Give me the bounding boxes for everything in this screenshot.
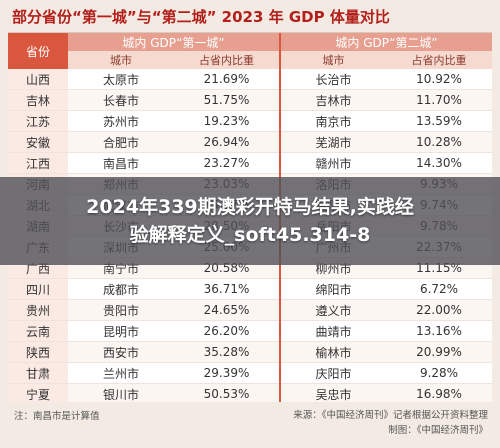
second-city-group-header: 城内 GDP“第二城” xyxy=(280,33,492,51)
banner-line-1: 2024年339期澳彩开特马结果,实践经 xyxy=(86,196,414,218)
province-cell: 吉林 xyxy=(8,89,68,111)
title-bar: 部分省份“第一城”与“第二城” 2023 年 GDP 体量对比 xyxy=(0,0,500,32)
second-city-cell: 吉林市 xyxy=(280,89,386,111)
first-city-cell: 合肥市 xyxy=(68,131,174,153)
first-city-share-cell: 26.94% xyxy=(174,131,281,153)
second-city-share-cell: 16.98% xyxy=(386,383,492,403)
source-block: 来源：《中国经济周刊》记者根据公开资料整理 制图：《中国经济周刊》 xyxy=(293,408,488,438)
province-cell: 陕西 xyxy=(8,341,68,363)
first-city-share-cell: 36.71% xyxy=(174,278,281,300)
first-city-cell: 昆明市 xyxy=(68,320,174,342)
province-cell: 贵州 xyxy=(8,299,68,321)
source-credit: 来源：《中国经济周刊》记者根据公开资料整理 xyxy=(293,410,488,421)
second-city-share-cell: 20.99% xyxy=(386,341,492,363)
table-row: 江西 南昌市 23.27% 赣州市 14.30% xyxy=(8,152,492,174)
chart-credit: 制图：《中国经济周刊》 xyxy=(388,425,488,436)
first-city-name-header: 城市 xyxy=(68,51,174,69)
first-city-cell: 成都市 xyxy=(68,278,174,300)
banner-line-2: 验解释定义_soft45.314-8 xyxy=(129,224,371,246)
second-city-share-cell: 22.00% xyxy=(386,299,492,321)
first-city-share-cell: 35.28% xyxy=(174,341,281,363)
table-row: 贵州 贵阳市 24.65% 遵义市 22.00% xyxy=(8,299,492,321)
second-city-cell: 南京市 xyxy=(280,110,386,132)
province-cell: 安徽 xyxy=(8,131,68,153)
province-cell: 宁夏 xyxy=(8,383,68,403)
first-city-share-cell: 50.53% xyxy=(174,383,281,403)
first-city-cell: 兰州市 xyxy=(68,362,174,384)
first-city-share-cell: 29.39% xyxy=(174,362,281,384)
first-city-share-cell: 21.69% xyxy=(174,69,281,90)
second-city-share-cell: 14.30% xyxy=(386,152,492,174)
table-row: 宁夏 银川市 50.53% 吴忠市 16.98% xyxy=(8,383,492,403)
page-title: 部分省份“第一城”与“第二城” 2023 年 GDP 体量对比 xyxy=(12,7,390,26)
table-row: 四川 成都市 36.71% 绵阳市 6.72% xyxy=(8,278,492,300)
province-cell: 四川 xyxy=(8,278,68,300)
province-cell: 江苏 xyxy=(8,110,68,132)
first-city-cell: 银川市 xyxy=(68,383,174,403)
first-city-share-cell: 26.20% xyxy=(174,320,281,342)
table-row: 山西 太原市 21.69% 长治市 10.92% xyxy=(8,69,492,90)
second-city-share-header: 占省内比重 xyxy=(386,51,492,69)
table-row: 安徽 合肥市 26.94% 芜湖市 10.28% xyxy=(8,131,492,153)
second-city-share-cell: 6.72% xyxy=(386,278,492,300)
first-city-group-header: 城内 GDP“第一城” xyxy=(68,33,281,51)
second-city-cell: 曲靖市 xyxy=(280,320,386,342)
second-city-cell: 遵义市 xyxy=(280,299,386,321)
second-city-cell: 长治市 xyxy=(280,69,386,90)
province-cell: 江西 xyxy=(8,152,68,174)
second-city-cell: 绵阳市 xyxy=(280,278,386,300)
province-cell: 山西 xyxy=(8,69,68,90)
second-city-share-cell: 13.59% xyxy=(386,110,492,132)
province-cell: 云南 xyxy=(8,320,68,342)
footer: 注：南昌市是计算值 来源：《中国经济周刊》记者根据公开资料整理 制图：《中国经济… xyxy=(0,402,500,448)
province-header: 省份 xyxy=(8,33,68,69)
first-city-cell: 西安市 xyxy=(68,341,174,363)
first-city-cell: 苏州市 xyxy=(68,110,174,132)
table-row: 吉林 长春市 51.75% 吉林市 11.70% xyxy=(8,89,492,111)
second-city-share-cell: 10.28% xyxy=(386,131,492,153)
second-city-name-header: 城市 xyxy=(280,51,386,69)
table-row: 陕西 西安市 35.28% 榆林市 20.99% xyxy=(8,341,492,363)
province-cell: 甘肃 xyxy=(8,362,68,384)
table-row: 江苏 苏州市 19.23% 南京市 13.59% xyxy=(8,110,492,132)
second-city-share-cell: 9.28% xyxy=(386,362,492,384)
second-city-share-cell: 13.16% xyxy=(386,320,492,342)
overlay-banner: 2024年339期澳彩开特马结果,实践经 验解释定义_soft45.314-8 xyxy=(0,177,500,265)
second-city-cell: 芜湖市 xyxy=(280,131,386,153)
second-city-share-cell: 11.70% xyxy=(386,89,492,111)
first-city-share-cell: 19.23% xyxy=(174,110,281,132)
second-city-cell: 赣州市 xyxy=(280,152,386,174)
second-city-cell: 榆林市 xyxy=(280,341,386,363)
footnote: 注：南昌市是计算值 xyxy=(14,411,100,422)
first-city-cell: 太原市 xyxy=(68,69,174,90)
first-city-cell: 长春市 xyxy=(68,89,174,111)
first-city-cell: 贵阳市 xyxy=(68,299,174,321)
first-city-share-header: 占省内比重 xyxy=(174,51,281,69)
table-row: 云南 昆明市 26.20% 曲靖市 13.16% xyxy=(8,320,492,342)
first-city-cell: 南昌市 xyxy=(68,152,174,174)
second-city-cell: 庆阳市 xyxy=(280,362,386,384)
first-city-share-cell: 24.65% xyxy=(174,299,281,321)
table-row: 甘肃 兰州市 29.39% 庆阳市 9.28% xyxy=(8,362,492,384)
first-city-share-cell: 51.75% xyxy=(174,89,281,111)
second-city-cell: 吴忠市 xyxy=(280,383,386,403)
second-city-share-cell: 10.92% xyxy=(386,69,492,90)
first-city-share-cell: 23.27% xyxy=(174,152,281,174)
